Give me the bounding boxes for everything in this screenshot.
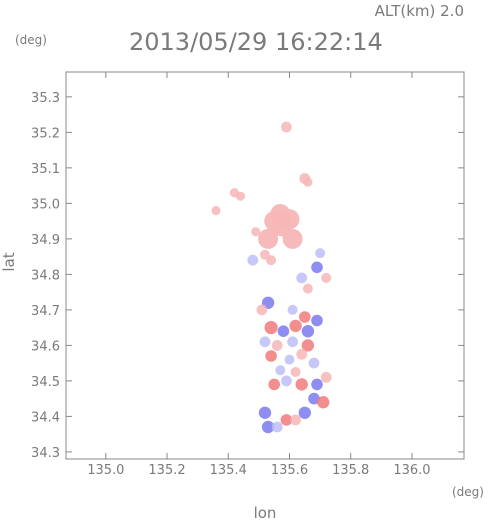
echo-cell-22 (256, 304, 268, 316)
echo-cell-47 (258, 406, 272, 419)
x-unit-label: (deg) (452, 485, 484, 499)
y-unit-label: (deg) (15, 33, 47, 47)
y-tick-label-4: 34.7 (31, 304, 60, 319)
echo-cell-11 (251, 227, 261, 237)
echo-cell-46 (317, 396, 330, 409)
echo-cell-16 (315, 248, 326, 259)
echo-cell-28 (289, 319, 302, 333)
echo-cell-51 (261, 420, 275, 434)
x-tick-label-2: 135.4 (210, 463, 247, 478)
echo-cell-35 (284, 354, 295, 365)
x-axis-title: lon (254, 504, 277, 521)
y-tick-label-6: 34.9 (31, 233, 60, 248)
echo-cell-42 (295, 378, 308, 391)
chart-title: 2013/05/29 16:22:14 (129, 28, 383, 56)
echo-cell-52 (271, 421, 283, 433)
x-tick-label-3: 135.6 (271, 463, 308, 478)
y-tick-label-9: 35.2 (31, 126, 60, 141)
echo-cell-45 (308, 392, 320, 405)
echo-cell-27 (277, 325, 290, 338)
echo-cell-48 (298, 406, 311, 419)
echo-cell-33 (301, 339, 315, 352)
echo-cell-30 (259, 336, 271, 348)
echo-cell-41 (281, 375, 292, 387)
echo-cell-39 (290, 367, 301, 377)
echo-cell-44 (320, 371, 332, 383)
y-tick-label-2: 34.5 (31, 375, 60, 390)
echo-cell-2 (303, 177, 313, 187)
y-tick-label-1: 34.4 (31, 410, 60, 425)
echo-cell-0 (281, 121, 292, 133)
echo-cell-50 (290, 414, 301, 426)
echo-cell-26 (264, 321, 278, 335)
x-tick-label-0: 135.0 (87, 463, 124, 478)
echo-cell-19 (302, 283, 313, 294)
y-tick-label-3: 34.6 (31, 339, 60, 354)
echo-cell-4 (235, 191, 246, 201)
echo-cell-37 (308, 357, 320, 369)
echo-cell-24 (299, 311, 311, 323)
y-tick-label-0: 34.3 (31, 446, 60, 461)
plot-frame (65, 71, 465, 460)
axis-ticks: 135.0 135.2 135.4 135.6 135.8 136.0 34.3 34.4 34… (31, 72, 464, 478)
echo-cell-12 (270, 204, 291, 224)
echo-cell-20 (321, 272, 332, 283)
y-tick-label-8: 35.1 (31, 162, 60, 177)
x-tick-label-5: 136.0 (393, 463, 430, 478)
echo-cell-49 (280, 414, 293, 426)
echo-cell-14 (247, 254, 259, 266)
y-tick-label-7: 35.0 (31, 197, 60, 212)
echo-cell-29 (301, 325, 315, 338)
x-tick-label-1: 135.2 (148, 463, 185, 478)
x-tick-label-4: 135.8 (332, 463, 369, 478)
echo-cell-17 (311, 261, 323, 274)
echo-cell-31 (271, 340, 283, 351)
echo-layer (211, 121, 332, 434)
echo-cell-25 (311, 314, 323, 327)
echo-cell-5 (211, 205, 221, 216)
echo-cell-15 (266, 255, 277, 266)
echo-cell-36 (296, 348, 308, 360)
echo-cell-10 (282, 228, 303, 249)
echo-cell-40 (268, 378, 281, 391)
echo-cell-32 (287, 336, 298, 348)
echo-cell-9 (258, 228, 279, 249)
echo-cell-38 (275, 365, 286, 376)
y-axis-title: lat (0, 252, 18, 271)
echo-cell-43 (311, 378, 323, 391)
echo-cell-34 (265, 350, 277, 362)
y-tick-label-5: 34.8 (31, 268, 60, 283)
y-tick-label-10: 35.3 (31, 91, 60, 106)
altitude-label: ALT(km) 2.0 (375, 2, 464, 20)
echo-cell-23 (287, 304, 298, 315)
echo-cell-18 (296, 272, 308, 284)
